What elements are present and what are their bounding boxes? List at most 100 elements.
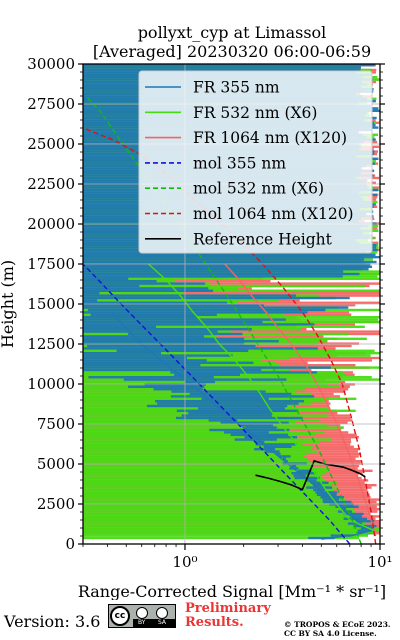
signal-bin-2 — [83, 500, 348, 504]
signal-bin-3 — [83, 280, 157, 283]
signal-bin-3 — [255, 440, 265, 444]
series-line-5 — [85, 95, 362, 545]
signal-bin-3 — [188, 412, 273, 415]
legend-label: FR 1064 nm (X120) — [193, 129, 347, 147]
signal-bin-3 — [83, 253, 376, 256]
signal-bin-3 — [90, 313, 217, 316]
signal-bin-2 — [83, 450, 318, 453]
signal-bin-2 — [83, 455, 304, 458]
signal-bin-2 — [83, 536, 360, 540]
signal-bin-3 — [351, 515, 362, 518]
signal-bin-3 — [83, 366, 331, 369]
signal-bin-3 — [343, 508, 347, 511]
signal-bin-3 — [176, 409, 299, 412]
signal-bin-3 — [83, 299, 98, 302]
signal-bin-2 — [83, 529, 380, 532]
signal-bin-2 — [83, 467, 329, 470]
signal-bin-2 — [83, 520, 370, 523]
signal-bin-3 — [116, 349, 249, 352]
signal-bin-2 — [83, 325, 365, 328]
y-tick-label: 0 — [65, 535, 75, 553]
signal-bin-2 — [83, 498, 347, 501]
signal-bin-3 — [83, 316, 198, 319]
signal-bin-3 — [83, 354, 233, 357]
signal-bin-3 — [308, 536, 335, 540]
signal-bin-2 — [83, 510, 355, 513]
signal-bin-3 — [83, 64, 375, 67]
signal-bin-3 — [83, 277, 129, 280]
signal-bin-2 — [83, 438, 332, 441]
signal-bin-3 — [83, 328, 252, 331]
signal-bin-1 — [83, 282, 380, 285]
chart-subtitle: [Averaged] 20230320 06:00-06:59 — [93, 42, 371, 61]
signal-bin-3 — [83, 301, 228, 304]
signal-bin-2 — [83, 493, 333, 496]
legend-label: FR 355 nm — [193, 79, 280, 97]
signal-bin-3 — [208, 419, 238, 422]
signal-bin-3 — [83, 289, 214, 292]
signal-bin-3 — [87, 308, 326, 312]
signal-bin-3 — [83, 296, 350, 300]
preliminary-line-2: Results. — [185, 615, 244, 630]
signal-bin-3 — [347, 522, 363, 525]
signal-bin-3 — [83, 258, 365, 261]
copyright-notice: © TROPOS & ECoE 2023. CC BY SA 4.0 Licen… — [284, 620, 391, 638]
signal-bin-3 — [293, 474, 306, 477]
signal-bin-1 — [83, 292, 380, 295]
signal-bin-3 — [83, 364, 201, 367]
signal-bin-2 — [83, 428, 290, 432]
signal-bin-2 — [83, 452, 307, 456]
signal-bin-3 — [144, 383, 206, 386]
signal-bin-3 — [239, 424, 274, 427]
signal-bin-2 — [83, 426, 344, 429]
signal-bin-2 — [83, 469, 329, 472]
x-axis-label: Range-Corrected Signal [Mm⁻¹ * sr⁻¹] — [78, 582, 386, 600]
legend-label: Reference Height — [193, 230, 333, 248]
y-tick-label: 20000 — [27, 215, 75, 233]
signal-bin-2 — [83, 491, 330, 494]
signal-bin-2 — [83, 284, 366, 288]
signal-bin-3 — [83, 256, 380, 259]
signal-bin-3 — [220, 421, 289, 424]
signal-bin-2 — [83, 474, 321, 477]
signal-bin-3 — [356, 520, 375, 523]
signal-bin-3 — [83, 330, 218, 333]
signal-bin-2 — [83, 445, 313, 448]
signal-bin-2 — [83, 460, 309, 463]
signal-bin-3 — [83, 287, 209, 290]
signal-bin-3 — [83, 304, 264, 307]
cc-sa-label: SA — [158, 619, 167, 626]
signal-bin-3 — [83, 325, 157, 328]
signal-bin-2 — [83, 479, 327, 482]
signal-bin-3 — [83, 68, 361, 72]
signal-bin-3 — [234, 438, 277, 441]
signal-bin-2 — [83, 488, 334, 492]
signal-bin-3 — [197, 407, 285, 410]
signal-bin-2 — [83, 448, 313, 451]
signal-bin-3 — [201, 397, 269, 400]
cc-by-label: BY — [138, 619, 146, 626]
y-tick-label: 10000 — [27, 375, 75, 393]
series-line-7 — [255, 459, 366, 491]
signal-bin-3 — [322, 500, 352, 504]
signal-bin-3 — [310, 481, 329, 484]
signal-bin-3 — [83, 275, 343, 278]
y-tick-label: 12500 — [27, 335, 75, 353]
signal-bin-3 — [181, 414, 272, 417]
signal-bin-2 — [83, 503, 341, 506]
y-tick-label: 27500 — [27, 95, 75, 113]
signal-bin-3 — [329, 503, 354, 506]
plot-frame — [82, 63, 381, 545]
signal-bin-2 — [83, 436, 294, 439]
y-tick-label: 25000 — [27, 135, 75, 153]
signal-bin-3 — [312, 484, 323, 487]
signal-bin-2 — [83, 527, 380, 530]
share-alike-icon — [156, 607, 168, 619]
signal-bin-2 — [83, 508, 354, 511]
signal-bin-3 — [170, 371, 317, 374]
y-tick-label: 17500 — [27, 255, 75, 273]
y-tick-label: 15000 — [27, 295, 75, 313]
version-label: Version: 3.6 — [4, 612, 101, 631]
signal-bin-3 — [123, 378, 287, 381]
signal-bin-3 — [83, 260, 377, 264]
